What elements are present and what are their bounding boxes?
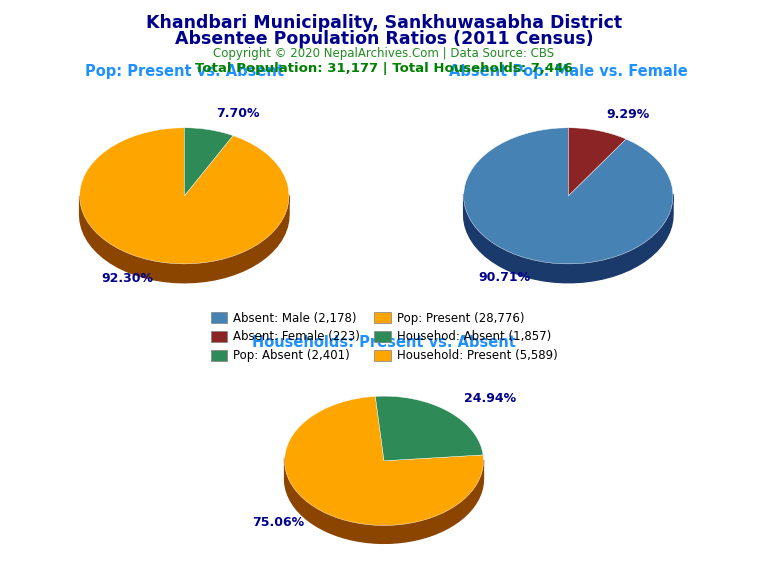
Polygon shape xyxy=(464,194,673,283)
Polygon shape xyxy=(285,396,484,525)
Text: 90.71%: 90.71% xyxy=(478,271,531,284)
Text: Copyright © 2020 NepalArchives.Com | Data Source: CBS: Copyright © 2020 NepalArchives.Com | Dat… xyxy=(214,47,554,60)
Title: Absent Pop: Male vs. Female: Absent Pop: Male vs. Female xyxy=(449,65,687,79)
Text: Absentee Population Ratios (2011 Census): Absentee Population Ratios (2011 Census) xyxy=(174,30,594,48)
Polygon shape xyxy=(80,128,289,264)
Polygon shape xyxy=(376,396,483,461)
Polygon shape xyxy=(464,128,673,264)
Text: 24.94%: 24.94% xyxy=(464,392,516,406)
Title: Households: Present vs. Absent: Households: Present vs. Absent xyxy=(252,335,516,350)
Text: 9.29%: 9.29% xyxy=(606,108,649,121)
Title: Pop: Present vs. Absent: Pop: Present vs. Absent xyxy=(84,65,284,79)
Text: 92.30%: 92.30% xyxy=(101,272,153,285)
Text: 7.70%: 7.70% xyxy=(216,107,259,120)
Polygon shape xyxy=(285,458,484,543)
Text: Total Population: 31,177 | Total Households: 7,446: Total Population: 31,177 | Total Househo… xyxy=(195,62,573,75)
Polygon shape xyxy=(184,128,233,196)
Legend: Absent: Male (2,178), Absent: Female (223), Pop: Absent (2,401), Pop: Present (2: Absent: Male (2,178), Absent: Female (22… xyxy=(206,307,562,367)
Text: 75.06%: 75.06% xyxy=(252,516,304,529)
Polygon shape xyxy=(80,195,289,283)
Text: Khandbari Municipality, Sankhuwasabha District: Khandbari Municipality, Sankhuwasabha Di… xyxy=(146,14,622,32)
Polygon shape xyxy=(568,128,626,196)
